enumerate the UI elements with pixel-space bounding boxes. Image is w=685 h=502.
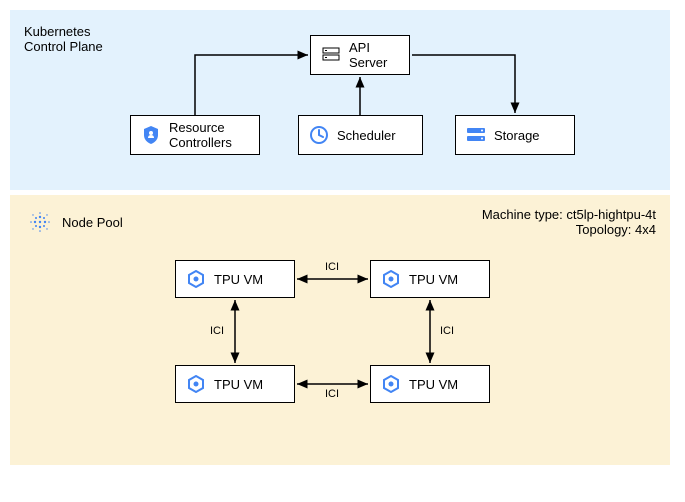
resource-controllers-label: ResourceControllers [169,120,232,150]
api-server-label: APIServer [349,40,387,70]
clock-icon [309,125,329,145]
tpu-vm-box: TPU VM [370,365,490,403]
scheduler-label: Scheduler [337,128,396,143]
hexagon-icon [186,374,206,394]
tpu-vm-label: TPU VM [214,377,263,392]
tpu-vm-label: TPU VM [409,377,458,392]
tpu-vm-box: TPU VM [175,365,295,403]
disk-icon [466,125,486,145]
node-pool-title: Node Pool [62,215,123,230]
tpu-vm-label: TPU VM [409,272,458,287]
ici-label-top: ICI [325,261,339,273]
scheduler-box: Scheduler [298,115,423,155]
ici-label-right: ICI [440,325,454,337]
hexagon-icon [381,269,401,289]
control-plane-title: Kubernetes Control Plane [24,24,103,54]
node-pool-icon [28,210,52,234]
control-plane-panel: Kubernetes Control Plane APIServer Resou… [10,10,670,190]
tpu-vm-label: TPU VM [214,272,263,287]
ici-label-bottom: ICI [325,388,339,400]
api-server-box: APIServer [310,35,410,75]
ici-label-left: ICI [210,325,224,337]
storage-label: Storage [494,128,540,143]
server-icon [321,45,341,65]
storage-box: Storage [455,115,575,155]
shield-icon [141,125,161,145]
tpu-vm-box: TPU VM [175,260,295,298]
resource-controllers-box: ResourceControllers [130,115,260,155]
node-pool-meta: Machine type: ct5lp-hightpu-4t Topology:… [482,207,656,237]
node-pool-panel: Node Pool Machine type: ct5lp-hightpu-4t… [10,195,670,465]
tpu-vm-box: TPU VM [370,260,490,298]
hexagon-icon [186,269,206,289]
hexagon-icon [381,374,401,394]
